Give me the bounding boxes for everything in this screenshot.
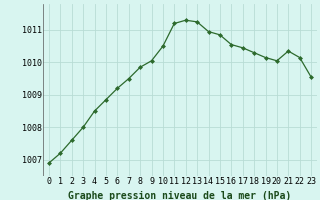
X-axis label: Graphe pression niveau de la mer (hPa): Graphe pression niveau de la mer (hPa) [68,191,292,200]
